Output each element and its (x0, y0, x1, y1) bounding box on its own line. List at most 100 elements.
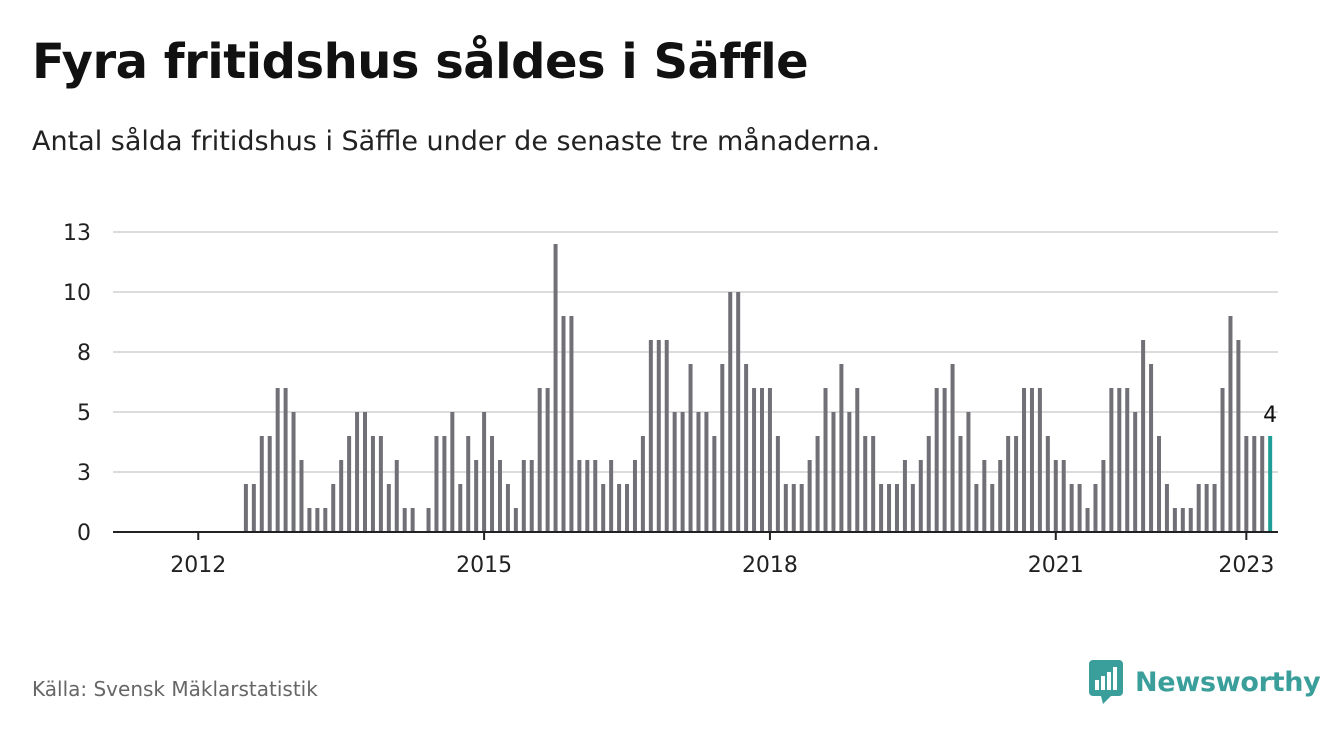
bar (998, 460, 1003, 532)
bar (355, 412, 360, 532)
y-tick-label: 5 (77, 401, 91, 426)
bar (513, 508, 518, 532)
x-tick-label: 2012 (170, 553, 226, 578)
bar (696, 412, 701, 532)
bar (521, 460, 526, 532)
bar (1157, 436, 1161, 532)
bar (394, 460, 399, 532)
bar (1141, 340, 1146, 532)
bar (545, 388, 550, 532)
bar (887, 484, 892, 532)
x-tick-label: 2021 (1028, 553, 1084, 578)
bar (553, 244, 558, 532)
bar (569, 316, 574, 532)
bar (664, 340, 669, 532)
bar (625, 484, 630, 532)
bar (601, 484, 606, 532)
bar (1061, 460, 1066, 532)
bar (1022, 388, 1027, 532)
bar (680, 412, 685, 532)
bar (490, 436, 495, 532)
bar (1260, 436, 1265, 532)
bar (736, 292, 741, 532)
bar (315, 508, 320, 532)
y-tick-label: 8 (77, 341, 91, 366)
y-tick-label: 13 (63, 221, 91, 246)
bar (497, 460, 502, 532)
bar-chart: 0 3 5 8 10 13 2012 2015 2018 2021 2023 4 (63, 221, 1278, 578)
bar (291, 412, 296, 532)
bar (712, 436, 717, 532)
bar (243, 484, 248, 532)
highlight-bar (1268, 436, 1273, 532)
chart-title: Fyra fritidshus såldes i Säffle (32, 34, 809, 90)
bar (1014, 436, 1019, 532)
bar (1053, 460, 1058, 532)
bar (760, 388, 764, 532)
bar (1069, 484, 1074, 532)
bar (1212, 484, 1217, 532)
bar (1125, 388, 1130, 532)
bar (1188, 508, 1193, 532)
bar (815, 436, 820, 532)
bar (386, 484, 391, 532)
bar (1045, 436, 1050, 532)
bar (259, 436, 264, 532)
bar (942, 388, 947, 532)
bar (323, 508, 328, 532)
y-tick-label: 3 (77, 461, 91, 486)
highlight-value-label: 4 (1263, 403, 1277, 428)
bar (1029, 388, 1034, 532)
bar (990, 484, 995, 532)
bar (1085, 508, 1090, 532)
bar (267, 436, 272, 532)
bar (648, 340, 653, 532)
bar (1037, 388, 1042, 532)
bar (632, 460, 637, 532)
bar (1236, 340, 1241, 532)
bar (799, 484, 804, 532)
bar (950, 364, 955, 532)
bar (974, 484, 979, 532)
bar (1180, 508, 1185, 532)
bar (807, 460, 812, 532)
x-tick-label: 2023 (1218, 553, 1274, 578)
bar (934, 388, 939, 532)
y-tick-label: 10 (63, 281, 91, 306)
bar (1252, 436, 1257, 532)
bar (958, 436, 963, 532)
bar (910, 484, 915, 532)
bar (1077, 484, 1082, 532)
bar (482, 412, 487, 532)
bar (450, 412, 455, 532)
bar (656, 340, 661, 532)
x-tick-label: 2015 (456, 553, 512, 578)
bar (752, 388, 757, 532)
bar (251, 484, 256, 532)
bar (1133, 412, 1138, 532)
bar (1164, 484, 1169, 532)
bar (775, 436, 780, 532)
bar (767, 388, 772, 532)
bar (1109, 388, 1114, 532)
bar (363, 412, 367, 532)
bar (879, 484, 884, 532)
bar (434, 436, 439, 532)
bar (1149, 364, 1154, 532)
brand-name: Newsworthy (1135, 666, 1321, 698)
bar (894, 484, 899, 532)
bar (370, 436, 375, 532)
bar (783, 484, 788, 532)
bar (1006, 436, 1011, 532)
bar (720, 364, 725, 532)
bar (1204, 484, 1209, 532)
bar (1244, 436, 1249, 532)
newsworthy-logo[interactable]: Newsworthy (1089, 660, 1321, 704)
bar (1228, 316, 1233, 532)
bar (537, 388, 542, 532)
bar (474, 460, 479, 532)
bar (1220, 388, 1225, 532)
bar (823, 388, 828, 532)
bar (1172, 508, 1177, 532)
bar (585, 460, 590, 532)
